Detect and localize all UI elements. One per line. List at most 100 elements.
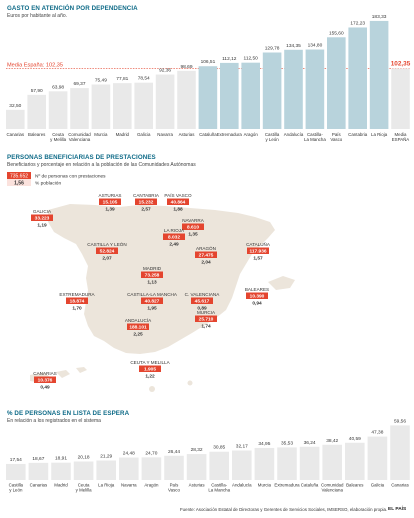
category-label: Comunidad Valenciana <box>321 483 344 493</box>
region-name: CASTILLA Y LEÓN <box>87 241 126 247</box>
chart1-title: GASTO EN ATENCIÓN POR DEPENDENCIA <box>7 5 138 12</box>
legend-pct-value: 1,56 <box>14 181 24 187</box>
region-persons-box <box>167 198 189 205</box>
bar <box>391 68 410 129</box>
region-name: CEUTA Y MELILLA <box>130 360 170 365</box>
bar <box>48 91 68 129</box>
bar <box>91 84 111 129</box>
region-persons-box <box>99 198 121 205</box>
region-pct-value: 1,39 <box>105 206 115 212</box>
chart2-subtitle: En relación a los registrados en el sist… <box>7 418 101 424</box>
bar-value-label: 106,51 <box>201 59 216 65</box>
bar-value-label: 32,50 <box>9 103 21 109</box>
bar-value-label: 24,70 <box>145 450 157 456</box>
region-persons-value: 52.824 <box>100 249 115 255</box>
region-persons-box <box>163 233 185 240</box>
region-persons-value: 10.390 <box>250 294 265 300</box>
category-label: Castilla-La Mancha <box>304 132 326 142</box>
ceuta-shape <box>149 386 155 392</box>
region-name: ASTURIAS <box>99 193 122 198</box>
category-label: Canarias <box>391 483 409 488</box>
region-name: PAÍS VASCO <box>164 192 192 198</box>
legend-persons-label: Nº de personas con prestaciones <box>35 174 106 180</box>
region-persons-value: 40.864 <box>171 200 186 206</box>
region-persons-value: 188.101 <box>129 325 147 331</box>
region-persons-value: 10.376 <box>38 378 53 384</box>
bar-value-label: 17,54 <box>10 457 22 463</box>
bar <box>254 447 275 480</box>
region-name: ANDALUCÍA <box>125 317 152 323</box>
region-pct-value: 1,57 <box>253 255 263 261</box>
bar-value-label: 155,60 <box>329 30 344 36</box>
region-pct-value: 1,13 <box>147 279 157 285</box>
category-label: Aragón <box>244 132 259 137</box>
map-subtitle: Beneficiarios y porcentaje en relación a… <box>7 162 196 168</box>
bar <box>113 83 132 129</box>
region-pct-value: 1,70 <box>72 305 82 311</box>
bar-value-label: 112,12 <box>222 56 237 62</box>
region-persons-value: 8.610 <box>187 225 199 231</box>
region-persons-box <box>246 292 268 299</box>
bar <box>220 62 239 129</box>
category-label: La Rioja <box>371 132 388 137</box>
region-name: CASTILLA-LA MANCHA <box>127 292 178 297</box>
region-persons-box <box>31 214 53 221</box>
waiting-list-bar-chart: 17,54 Castilla y León 18,67 Canarias 18,91 Mad… <box>6 418 410 493</box>
region-pct-value: 0,94 <box>252 300 262 306</box>
region-pct-value: 1,19 <box>37 222 47 228</box>
bar <box>367 436 388 480</box>
region-persons-box <box>182 223 204 230</box>
bar <box>284 49 303 129</box>
region-persons-box <box>66 297 88 304</box>
bar-value-label: 129,78 <box>265 45 280 51</box>
region-persons-value: 117.936 <box>249 249 266 255</box>
region-persons-box <box>195 251 217 258</box>
category-label: Cataluña <box>301 483 319 488</box>
bar-value-label: 35,53 <box>281 440 293 446</box>
bar-value-label: 78,54 <box>138 76 150 82</box>
peninsula-shape <box>48 204 275 354</box>
bar <box>390 425 410 480</box>
region-persons-value: 33.223 <box>35 216 50 222</box>
region-name: LA RIOJA <box>164 228 185 233</box>
bar <box>51 462 71 480</box>
legend-persons-value: 735.652 <box>10 174 28 180</box>
region-name: C. VALENCIANA <box>185 292 221 297</box>
region-persons-value: 40.827 <box>145 299 160 305</box>
bar <box>141 457 162 480</box>
region-persons-value: 18.874 <box>70 299 85 305</box>
region-name: CANTABRIA <box>133 193 160 198</box>
category-label: Comunidad Valenciana <box>68 132 91 142</box>
region-persons-box <box>247 247 269 254</box>
region-pct-value: 1,22 <box>145 373 155 379</box>
category-label: Castilla y León <box>9 483 24 493</box>
region-pct-value: 2,04 <box>201 259 211 265</box>
region-pct-value: 2,25 <box>133 331 143 337</box>
region-pct-value: 0,89 <box>197 305 207 311</box>
bar-value-label: 102,35 <box>391 61 411 68</box>
region-persons-box <box>191 297 213 304</box>
mean-label: Media España: 102,35 <box>7 62 63 68</box>
bar-value-label: 36,24 <box>304 440 316 446</box>
category-label: Media ESPAÑA <box>392 132 410 142</box>
region-persons-box <box>139 365 161 372</box>
bar-value-label: 172,23 <box>350 20 365 26</box>
region-name: BALEARES <box>245 287 269 292</box>
region-persons-box <box>141 297 163 304</box>
bar-value-label: 34,95 <box>258 441 270 447</box>
legend-pct-box <box>7 179 31 186</box>
bar-value-label: 24,48 <box>123 451 135 457</box>
region-name: EXTREMADURA <box>59 292 95 297</box>
bar <box>73 461 94 480</box>
bar-value-label: 57,90 <box>31 88 43 94</box>
bar-value-label: 112,50 <box>244 56 259 62</box>
region-persons-value: 15.232 <box>139 200 154 206</box>
bar-value-label: 18,67 <box>32 456 44 462</box>
region-pct-value: 2,57 <box>141 206 151 212</box>
region-name: MURCIA <box>197 310 216 315</box>
region-persons-box <box>195 315 217 322</box>
category-label: Baleares <box>346 483 364 488</box>
region-name: NAVARRA <box>182 218 204 223</box>
region-pct-value: 1,35 <box>188 231 198 237</box>
region-persons-box <box>127 323 149 330</box>
